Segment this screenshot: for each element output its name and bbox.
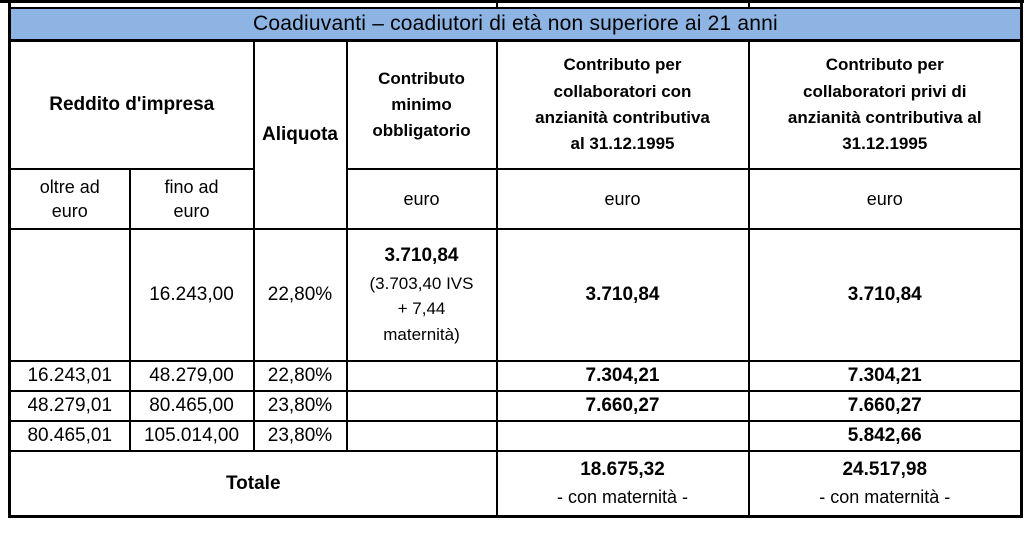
cell-r2-minimo <box>345 359 498 392</box>
header-line: collaboratori privi di <box>803 81 967 101</box>
cutoff-row <box>8 3 1023 9</box>
table-row: 48.279,01 80.465,00 23,80% 7.660,27 7.66… <box>8 389 1023 422</box>
contribution-table: Coadiuvanti – coadiutori di età non supe… <box>8 3 1023 519</box>
cell-r3-privi: 7.660,27 <box>747 389 1023 422</box>
cell-r4-aliquota: 23,80% <box>252 419 348 452</box>
cell-r4-minimo <box>345 419 498 452</box>
subheader-euro-privi: euro <box>747 167 1023 230</box>
table-row: 16.243,01 48.279,00 22,80% 7.304,21 7.30… <box>8 359 1023 392</box>
totale-privi-note: - con maternità - <box>819 487 951 508</box>
subheader-euro-con: euro <box>495 167 750 230</box>
cell-r4-oltre: 80.465,01 <box>8 419 131 452</box>
table-row: 16.243,00 22,80% 3.710,84 (3.703,40 IVS … <box>8 227 1023 362</box>
totale-row: Totale 18.675,32 - con maternità - 24.51… <box>8 449 1023 518</box>
header-line: obbligatorio <box>372 121 471 141</box>
minimo-note-line: (3.703,40 IVS <box>369 273 474 293</box>
header-row: Reddito d'impresa Aliquota Contributo mi… <box>8 39 1023 230</box>
cell-r3-aliquota: 23,80% <box>252 389 348 422</box>
cell-r1-aliquota: 22,80% <box>252 227 348 362</box>
totale-privi-cell: 24.517,98 - con maternità - <box>747 449 1023 518</box>
cell-r1-minimo: 3.710,84 (3.703,40 IVS + 7,44 maternità) <box>345 227 498 362</box>
header-line: Contributo per <box>563 55 682 75</box>
table-row: 80.465,01 105.014,00 23,80% 5.842,66 <box>8 419 1023 452</box>
header-line: 31.12.1995 <box>842 134 928 154</box>
cutoff-cell-left <box>8 3 498 9</box>
cell-r1-fino: 16.243,00 <box>128 227 255 362</box>
header-line: anzianità contributiva al <box>787 108 982 128</box>
cell-r2-con: 7.304,21 <box>495 359 750 392</box>
cell-r3-oltre: 48.279,01 <box>8 389 131 422</box>
header-line: Contributo <box>378 68 465 88</box>
cell-r3-con: 7.660,27 <box>495 389 750 422</box>
table-title: Coadiuvanti – coadiutori di età non supe… <box>8 7 1023 43</box>
header-line: al 31.12.1995 <box>570 134 675 154</box>
header-line: Contributo per <box>825 55 944 75</box>
totale-privi-value: 24.517,98 <box>842 458 928 480</box>
minimo-note-line: maternità) <box>383 324 460 344</box>
header-contributo-minimo: Contributo minimo obbligatorio <box>345 39 498 170</box>
cell-r2-fino: 48.279,00 <box>128 359 255 392</box>
cell-r2-aliquota: 22,80% <box>252 359 348 392</box>
cell-r4-fino: 105.014,00 <box>128 419 255 452</box>
subheader-euro-minimo: euro <box>345 167 498 230</box>
header-reddito-impresa: Reddito d'impresa <box>8 39 255 170</box>
cell-r1-con: 3.710,84 <box>495 227 750 362</box>
minimo-note-line: + 7,44 <box>397 299 446 319</box>
totale-con-note: - con maternità - <box>556 487 689 508</box>
cell-r4-con <box>495 419 750 452</box>
subheader-line: fino ad <box>164 176 219 197</box>
cell-r1-privi: 3.710,84 <box>747 227 1023 362</box>
header-line: anzianità contributiva <box>535 108 710 128</box>
header-line: collaboratori con <box>553 81 692 101</box>
cutoff-cell-right <box>747 3 1023 9</box>
cell-r2-privi: 7.304,21 <box>747 359 1023 392</box>
title-row: Coadiuvanti – coadiutori di età non supe… <box>8 7 1023 43</box>
header-aliquota: Aliquota <box>252 39 348 230</box>
header-line: minimo <box>391 94 452 114</box>
cell-r1-oltre <box>8 227 131 362</box>
subheader-fino-ad-euro: fino ad euro <box>128 167 255 230</box>
cutoff-cell-mid <box>495 3 750 9</box>
minimo-value: 3.710,84 <box>384 245 459 267</box>
totale-con-value: 18.675,32 <box>580 458 665 480</box>
header-contributo-con-anzianita: Contributo per collaboratori con anziani… <box>495 39 750 170</box>
header-contributo-privi-anzianita: Contributo per collaboratori privi di an… <box>747 39 1023 170</box>
subheader-oltre-ad-euro: oltre ad euro <box>8 167 131 230</box>
totale-con-cell: 18.675,32 - con maternità - <box>495 449 750 518</box>
subheader-line: euro <box>51 200 88 221</box>
cell-r3-fino: 80.465,00 <box>128 389 255 422</box>
cell-r2-oltre: 16.243,01 <box>8 359 131 392</box>
totale-label: Totale <box>8 449 498 518</box>
subheader-line: oltre ad <box>39 176 100 197</box>
subheader-row: oltre ad euro fino ad euro euro euro eur… <box>8 167 1023 230</box>
cell-r4-privi: 5.842,66 <box>747 419 1023 452</box>
cell-r3-minimo <box>345 389 498 422</box>
subheader-line: euro <box>173 200 210 221</box>
top-border-line <box>0 0 1024 3</box>
